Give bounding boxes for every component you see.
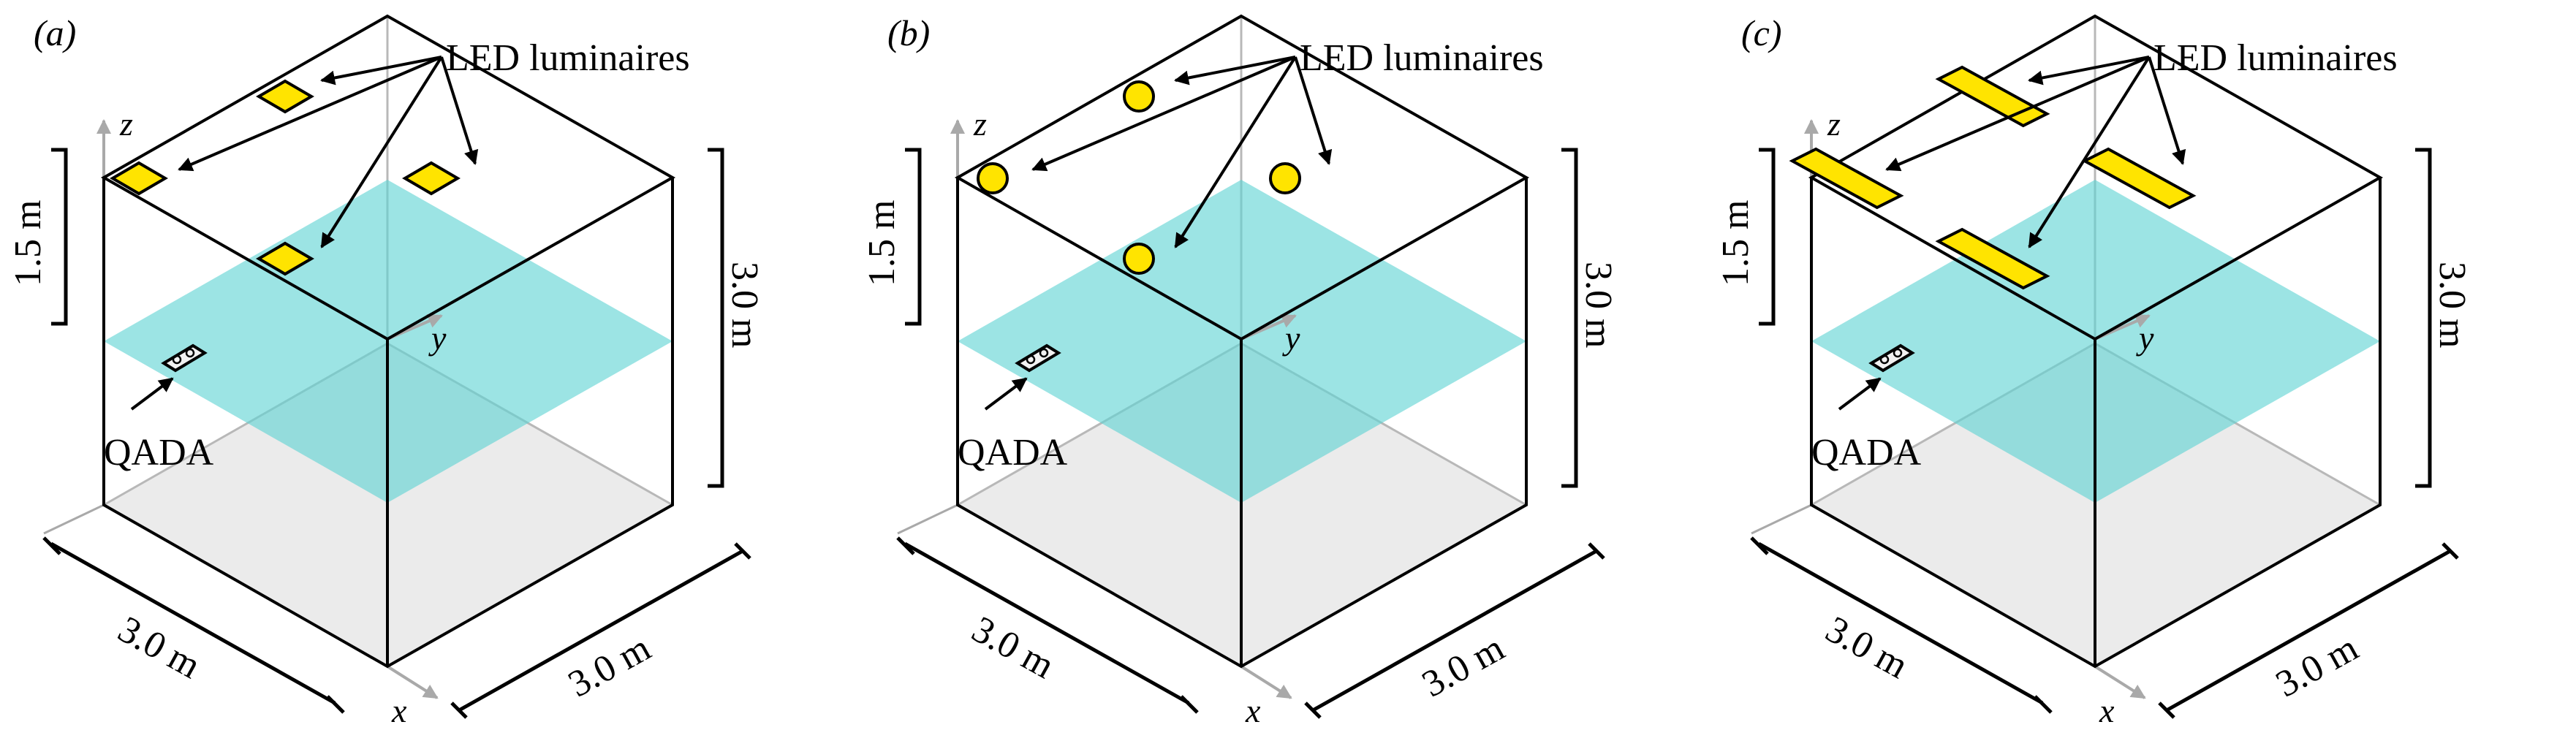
axis-origin-tick [1751, 503, 1812, 535]
axis-x-label: x [1245, 692, 1261, 729]
qada-label: QADA [958, 432, 1068, 474]
dim-side-label: 3.0 m [1415, 627, 1511, 705]
dim-front-label: 3.0 m [1819, 609, 1914, 687]
x-axis-arrow [386, 665, 439, 699]
panel-tag: (b) [887, 12, 930, 53]
dim-full-height-label: 3.0 m [1577, 262, 1619, 348]
dim-front-tick-1 [1750, 536, 1769, 555]
dim-front-tick-1 [42, 536, 61, 555]
qada-pd-2 [1039, 348, 1049, 358]
dim-front-label: 3.0 m [965, 609, 1061, 687]
led-pointer-arrow-2 [1031, 56, 1296, 172]
led-luminaire-3 [2081, 147, 2197, 210]
led-pointer-arrow-1 [1174, 56, 1296, 85]
led-luminaires-label: LED luminaires [2153, 37, 2398, 79]
axis-origin-tick [43, 503, 105, 535]
qada-pd-1 [1879, 354, 1890, 365]
led-pointer-arrow-3 [440, 56, 479, 165]
led-luminaire-3 [1269, 162, 1301, 194]
dim-half-height-label: 1.5 m [1715, 200, 1757, 286]
panel-tag: (a) [34, 12, 76, 53]
axis-z-label: z [973, 105, 987, 142]
qada-label: QADA [1811, 432, 1922, 474]
led-luminaire-4 [1935, 227, 2050, 290]
dim-side-line [1311, 549, 1598, 712]
led-pointer-arrow-4 [1174, 56, 1297, 248]
led-luminaire-1 [256, 79, 314, 114]
qada-pd-2 [185, 348, 195, 358]
dim-front-label: 3.0 m [111, 609, 207, 687]
qada-pointer-arrow [984, 377, 1028, 411]
axis-z-label: z [119, 105, 133, 142]
dim-half-height-label: 1.5 m [7, 200, 49, 286]
dim-full-height-bracket [2415, 148, 2432, 488]
dim-half-height-label: 1.5 m [861, 200, 903, 286]
led-luminaire-2 [977, 162, 1009, 194]
dim-front-tick-2 [326, 695, 345, 714]
dim-side-label: 3.0 m [2269, 627, 2365, 705]
led-pointer-arrow-3 [2148, 56, 2186, 165]
axis-origin-tick [897, 503, 958, 535]
led-luminaire-2 [110, 161, 168, 196]
led-pointer-arrow-4 [2028, 56, 2151, 248]
led-luminaire-4 [1123, 243, 1155, 275]
qada-pd-1 [172, 354, 182, 365]
qada-label: QADA [104, 432, 214, 474]
dim-front-line [1757, 541, 2044, 705]
dim-full-height-label: 3.0 m [724, 262, 765, 348]
dim-half-height-bracket [51, 148, 68, 326]
led-pointer-arrow-1 [2028, 56, 2150, 85]
dim-side-line [458, 549, 744, 712]
dim-side-label: 3.0 m [561, 627, 657, 705]
dim-side-tick-2 [734, 542, 751, 560]
dim-side-tick-1 [1304, 702, 1322, 719]
axis-y-label: y [428, 319, 447, 357]
led-pointer-arrow-3 [1294, 56, 1333, 165]
led-luminaire-3 [402, 161, 461, 196]
led-luminaire-1 [1123, 80, 1155, 113]
dim-full-height-label: 3.0 m [2431, 262, 2473, 348]
dim-half-height-bracket [905, 148, 922, 326]
panel-1: z y x LED luminaires QADA 1.5 m 3.0 m 3.0 m 3.0 … [7, 12, 765, 729]
axis-x-label: x [391, 692, 407, 729]
dim-front-tick-2 [1180, 695, 1199, 714]
dim-half-height-bracket [1759, 148, 1776, 326]
qada-pd-2 [1893, 348, 1903, 358]
dim-front-line [904, 541, 1190, 705]
dim-side-tick-2 [2441, 542, 2459, 560]
axis-y-label: y [2136, 319, 2154, 357]
dim-side-tick-1 [450, 702, 468, 719]
led-pointer-arrow-2 [178, 56, 442, 172]
led-luminaire-4 [256, 241, 314, 276]
led-luminaires-label: LED luminaires [446, 37, 690, 79]
led-pointer-arrow-1 [320, 56, 442, 85]
qada-pointer-arrow [1838, 377, 1882, 411]
led-luminaires-label: LED luminaires [1300, 37, 1544, 79]
qada-pointer-arrow [130, 377, 174, 411]
dim-full-height-bracket [1561, 148, 1578, 488]
dim-side-tick-1 [2158, 702, 2175, 719]
axis-y-label: y [1282, 319, 1300, 357]
led-pointer-arrow-2 [1885, 56, 2150, 172]
dim-front-tick-1 [896, 536, 915, 555]
dim-side-line [2165, 549, 2452, 712]
panel-2: z y x LED luminaires QADA 1.5 m 3.0 m 3.0 m 3.0 … [861, 12, 1619, 729]
dim-full-height-bracket [708, 148, 724, 488]
led-pointer-arrow-4 [320, 56, 443, 248]
panel-tag: (c) [1741, 12, 1782, 53]
led-luminaire-2 [1789, 147, 1904, 210]
dim-front-tick-2 [2034, 695, 2053, 714]
panel-3: z y x LED luminaires QADA 1.5 m 3.0 m 3.0 m 3.0 … [1715, 12, 2473, 729]
dim-front-line [50, 541, 336, 705]
axis-x-label: x [2099, 692, 2115, 729]
qada-pd-1 [1026, 354, 1036, 365]
x-axis-arrow [2094, 665, 2146, 699]
x-axis-arrow [1240, 665, 1292, 699]
axis-z-label: z [1827, 105, 1841, 142]
dim-side-tick-2 [1588, 542, 1605, 560]
